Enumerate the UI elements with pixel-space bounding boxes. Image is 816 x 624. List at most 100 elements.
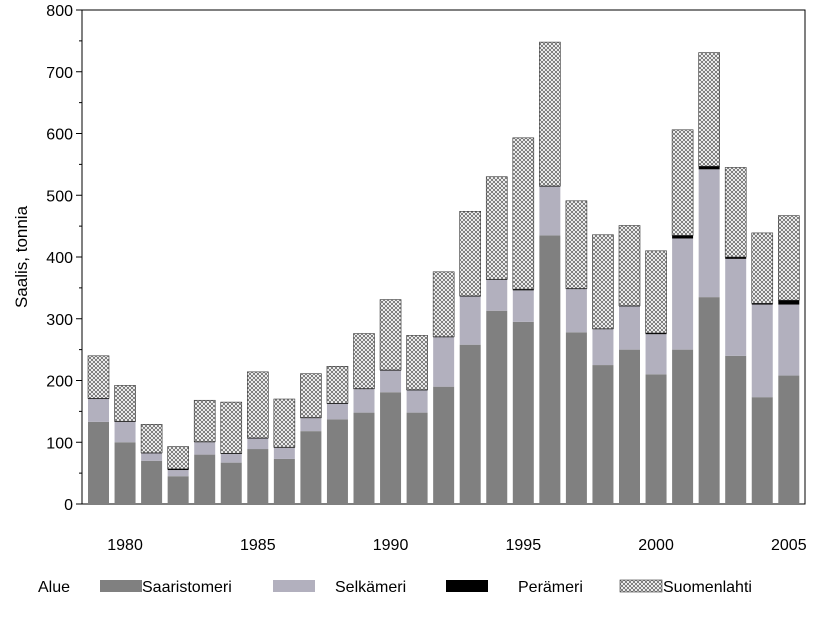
bar-segment-selkämeri xyxy=(167,470,189,477)
legend-label-selkämeri: Selkämeri xyxy=(335,579,406,596)
bar-segment-selkämeri xyxy=(698,169,720,298)
bar-segment-saaristomeri xyxy=(220,462,242,504)
bar-segment-perämeri xyxy=(565,288,587,290)
bar-segment-saaristomeri xyxy=(353,412,375,504)
x-tick-label: 1990 xyxy=(373,537,409,554)
bar-segment-selkämeri xyxy=(380,370,402,393)
bar-segment-perämeri xyxy=(406,389,428,391)
legend-title: Alue xyxy=(38,579,70,596)
bar-segment-suomenlahti xyxy=(326,365,349,404)
legend-swatch-selkämeri xyxy=(273,580,315,592)
bar-segment-selkämeri xyxy=(459,296,481,345)
bar-segment-saaristomeri xyxy=(141,460,163,504)
bar-segment-suomenlahti xyxy=(353,333,375,389)
bar-segment-selkämeri xyxy=(619,306,640,350)
bar-segment-selkämeri xyxy=(751,304,773,398)
bar-segment-perämeri xyxy=(645,332,667,335)
bar-segment-saaristomeri xyxy=(486,310,508,504)
legend-label-saaristomeri: Saaristomeri xyxy=(142,579,232,596)
bar-segment-selkämeri xyxy=(645,334,667,375)
bar-segment-suomenlahti xyxy=(724,167,747,258)
y-tick-label: 400 xyxy=(46,250,73,267)
bar-segment-selkämeri xyxy=(300,418,322,432)
bar-segment-suomenlahti xyxy=(539,41,561,187)
bar-segment-suomenlahti xyxy=(751,232,774,304)
bar-segment-saaristomeri xyxy=(247,449,269,504)
bar-segment-selkämeri xyxy=(247,438,269,450)
y-tick-label: 600 xyxy=(46,127,73,144)
bar-segment-selkämeri xyxy=(672,238,694,350)
y-tick-label: 700 xyxy=(46,65,73,82)
x-tick-label: 2000 xyxy=(638,537,674,554)
bar-segment-perämeri xyxy=(672,235,694,239)
bar-segment-suomenlahti xyxy=(247,371,269,439)
bar-segment-perämeri xyxy=(459,295,481,297)
bar-segment-perämeri xyxy=(512,289,534,291)
bar-segment-suomenlahti xyxy=(432,271,455,337)
bar-segment-saaristomeri xyxy=(592,365,614,504)
bar-segment-saaristomeri xyxy=(512,321,534,504)
bar-segment-perämeri xyxy=(486,279,508,280)
bar-segment-suomenlahti xyxy=(220,401,243,454)
bar-segment-perämeri xyxy=(433,336,455,338)
bar-segment-perämeri xyxy=(353,388,375,390)
legend-swatch-suomenlahti xyxy=(619,579,663,593)
bar-segment-selkämeri xyxy=(592,329,614,366)
bar-segment-suomenlahti xyxy=(193,399,216,442)
bar-segment-perämeri xyxy=(539,185,561,187)
bar-segment-selkämeri xyxy=(88,399,109,422)
legend: Alue Saaristomeri Selkämeri Perämeri Suomenl… xyxy=(38,579,752,596)
bar-segment-suomenlahti xyxy=(167,446,189,470)
bar-segment-saaristomeri xyxy=(167,476,189,504)
bar-segment-saaristomeri xyxy=(672,349,694,504)
bar-segment-suomenlahti xyxy=(379,299,402,371)
bar-segment-saaristomeri xyxy=(459,344,481,504)
bar-segment-suomenlahti xyxy=(485,176,508,280)
bar-segment-selkämeri xyxy=(220,453,242,463)
legend-swatch-saaristomeri xyxy=(100,580,142,592)
y-tick-label: 800 xyxy=(46,3,73,20)
x-tick-label: 1995 xyxy=(506,537,542,554)
bar-segment-saaristomeri xyxy=(273,458,295,504)
bar-segment-saaristomeri xyxy=(751,397,773,504)
bar-segment-suomenlahti xyxy=(459,211,482,297)
bar-segment-saaristomeri xyxy=(326,419,348,504)
y-tick-label: 200 xyxy=(46,374,73,391)
bar-segment-perämeri xyxy=(619,305,640,307)
bar-segment-saaristomeri xyxy=(565,332,587,504)
bar-segment-selkämeri xyxy=(539,186,561,236)
bar-segment-saaristomeri xyxy=(645,374,667,504)
bar-segment-perämeri xyxy=(194,441,216,443)
bar-segment-saaristomeri xyxy=(300,431,322,504)
y-tick-label: 0 xyxy=(64,497,73,514)
bar-segment-perämeri xyxy=(273,447,295,448)
y-axis-title: Saalis, tonnia xyxy=(12,205,31,308)
bar-segment-perämeri xyxy=(326,403,348,404)
bar-segment-perämeri xyxy=(88,398,109,400)
bar-segment-selkämeri xyxy=(512,290,534,322)
bar-segment-suomenlahti xyxy=(512,137,535,290)
y-tick-label: 100 xyxy=(46,435,73,452)
bar-segment-perämeri xyxy=(114,421,136,422)
bar-segment-perämeri xyxy=(220,453,242,454)
bar-segment-saaristomeri xyxy=(698,297,720,504)
bar-segment-saaristomeri xyxy=(114,442,136,504)
bar-segment-suomenlahti xyxy=(618,225,641,307)
bar-segment-selkämeri xyxy=(353,389,375,413)
bar-segment-selkämeri xyxy=(565,289,587,333)
bar-segment-suomenlahti xyxy=(592,234,614,329)
bar-segment-suomenlahti xyxy=(698,52,720,167)
y-tick-label: 300 xyxy=(46,312,73,329)
bar-segment-suomenlahti xyxy=(300,373,322,418)
bar-segment-suomenlahti xyxy=(273,398,296,448)
bar-segment-selkämeri xyxy=(194,442,216,455)
x-tick-label: 1980 xyxy=(107,537,143,554)
bar-segment-suomenlahti xyxy=(114,385,136,422)
bar-segment-perämeri xyxy=(380,370,402,371)
y-axis: 0 100 200 300 400 500 600 700 800 xyxy=(46,3,82,514)
bar-segment-saaristomeri xyxy=(194,454,216,504)
bar-segment-selkämeri xyxy=(114,421,136,443)
bar-segment-suomenlahti xyxy=(406,335,428,391)
bar-segment-perämeri xyxy=(751,303,773,305)
bar-segment-perämeri xyxy=(247,437,269,439)
